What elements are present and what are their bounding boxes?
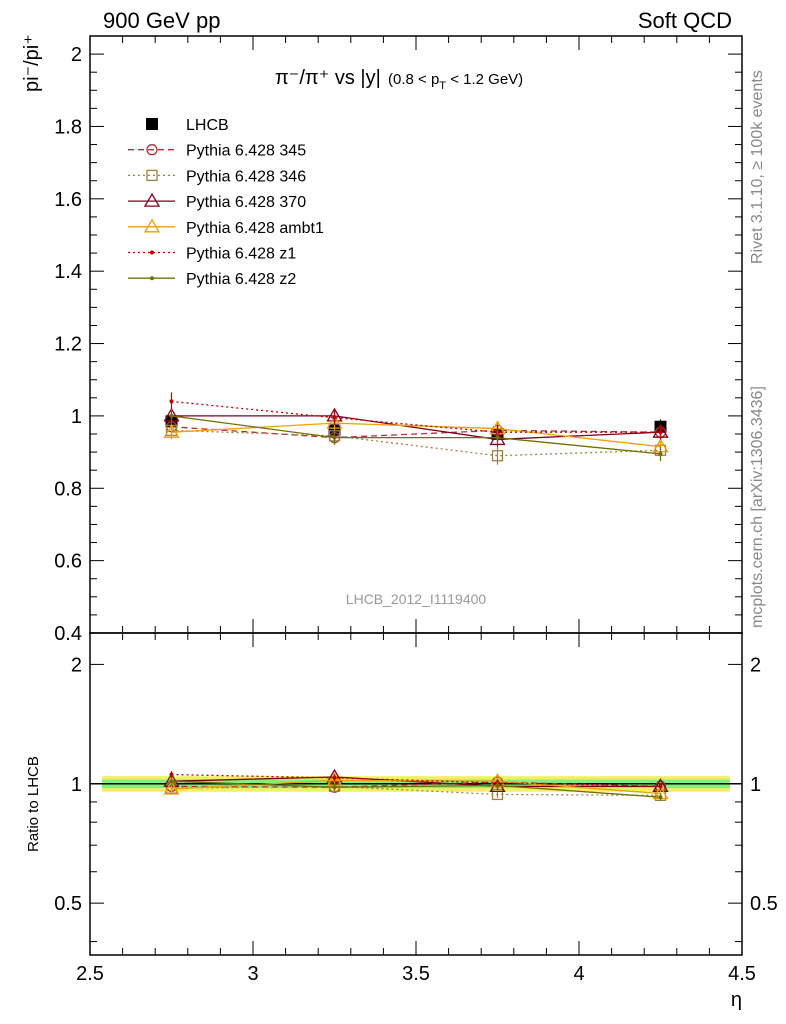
series-3 [163,407,669,447]
data-point [495,435,500,440]
data-point [658,430,663,435]
legend-marker [143,218,161,233]
x-axis-label: η [731,989,742,1011]
chart-title: π⁻/π⁺ vs |y| (0.8 < pT < 1.2 GeV) [275,67,523,92]
title-cut-end: < 1.2 GeV) [446,71,523,88]
ratio-line [171,773,661,788]
x-tick-label: 3 [247,963,258,985]
series-line [171,429,661,457]
mcplots-label: mcplots.cern.ch [arXiv:1306.3436] [749,386,766,628]
legend-marker [150,276,154,281]
ratio-series-5 [169,777,663,801]
y-tick-label: 1.4 [54,261,82,283]
title-cut-sub: T [439,80,446,92]
ratio-y-tick-label: 1 [71,774,82,796]
legend-item: Pythia 6.428 346 [128,168,306,185]
y-tick-label: 0.6 [54,551,82,573]
ratio-point [658,784,663,789]
data-point [169,413,174,418]
ratio-line [171,776,661,788]
x-tick-label: 4 [573,963,584,985]
series-line [171,415,661,455]
ratio-point [169,779,174,784]
ratio-y-tick-label: 2 [71,654,82,676]
series-line [171,400,661,433]
legend-item: Pythia 6.428 345 [128,143,306,160]
title-cut-start: (0.8 < p [388,71,439,88]
y-axis-label-ratio: Ratio to LHCB [25,756,42,852]
legend-label: Pythia 6.428 346 [186,168,306,185]
y-tick-label: 1.6 [54,189,82,211]
series-line [171,422,661,448]
rivet-label: Rivet 3.1.10, ≥ 100k events [749,70,766,264]
y-tick-label: 1 [71,406,82,428]
legend-label: Pythia 6.428 345 [186,143,306,160]
legend-marker [146,169,158,182]
ratio-point [169,772,174,777]
legend-label: Pythia 6.428 z1 [186,246,296,263]
y-tick-label: 1.8 [54,116,82,138]
legend: LHCB Pythia 6.428 345 Pythia 6.428 346 Pyth… [128,117,324,288]
ratio-y-tick-label-right: 0.5 [750,893,778,915]
header-left: 900 GeV pp [103,8,220,33]
analysis-watermark: LHCB_2012_I1119400 [346,591,487,607]
data-point [332,415,337,420]
y-tick-label: 0.8 [54,478,82,500]
ratio-point [332,785,337,790]
ratio-point [332,775,337,780]
legend-label: Pythia 6.428 370 [186,194,306,211]
ratio-point [495,783,500,788]
ratio-point [163,780,180,795]
series-6 [169,408,663,462]
legend-item: Pythia 6.428 370 [128,192,306,211]
y-tick-label: 0.4 [54,623,82,645]
ratio-uncertainty-bands [90,776,742,792]
legend-marker [150,250,154,255]
y-tick-label: 2 [71,44,82,66]
series-2 [165,423,667,465]
ratio-panel-frame [89,632,743,956]
ratio-line [171,785,661,796]
y-axis-label-main: pi⁻/pi⁺ [21,34,43,92]
title-cut: (0.8 < pT < 1.2 GeV) [388,71,523,92]
title-main: π⁻/π⁺ vs |y| [275,67,381,89]
data-point [326,414,343,429]
legend-item: LHCB [146,117,229,134]
legend-item: Pythia 6.428 z1 [128,246,296,263]
legend-label: Pythia 6.428 z2 [186,271,296,288]
legend-marker [146,118,158,130]
ratio-line [171,780,661,798]
data-point [169,399,174,404]
data-point [491,450,504,462]
ratio-panel-series [163,768,669,801]
main-panel-series [163,392,669,465]
series-line [171,415,661,441]
legend-marker [143,192,161,207]
legend-item: Pythia 6.428 z2 [128,271,296,288]
legend-label: LHCB [186,117,229,134]
ratio-y-tick-label-right: 1 [750,774,761,796]
ratio-point [658,795,663,800]
series-line [171,426,661,439]
x-tick-label: 3.5 [402,963,430,985]
legend-label: Pythia 6.428 ambt1 [186,220,324,237]
header-right: Soft QCD [638,8,732,33]
axis-ticks: 2.5 3 3.5 4 4.5 0.4 0.6 0.8 1 1.2 1.4 1.6 1.8 2 0.5 0.5… [54,35,778,985]
data-point [658,451,663,456]
ratio-y-tick-label: 0.5 [54,893,82,915]
legend-marker [146,144,158,156]
ratio-y-tick-label-right: 2 [750,654,761,676]
y-tick-label: 1.2 [54,334,82,356]
data-point [163,423,180,438]
legend-item: Pythia 6.428 ambt1 [128,218,324,237]
data-point [332,435,337,440]
x-tick-label: 2.5 [76,963,104,985]
x-tick-label: 4.5 [728,963,756,985]
